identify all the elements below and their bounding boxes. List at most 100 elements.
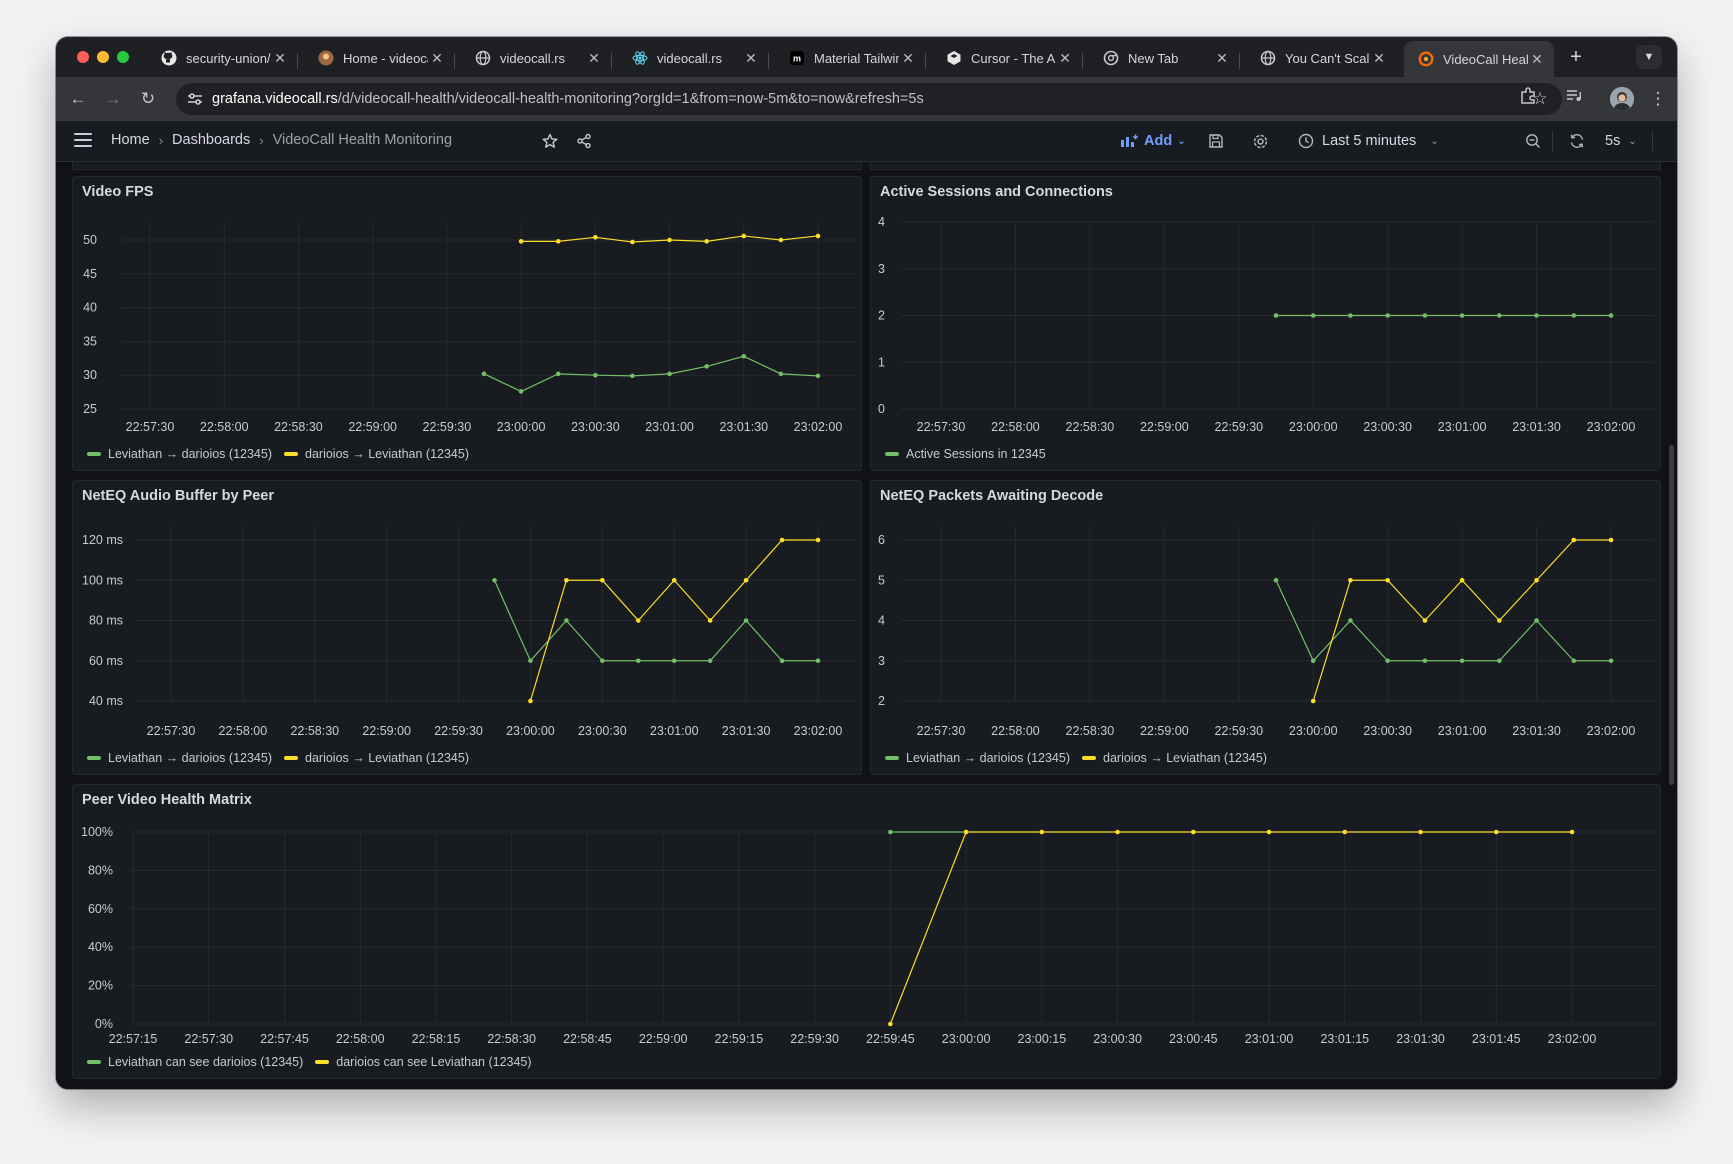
data-point-yellow[interactable] (707, 618, 713, 623)
data-point-yellow[interactable] (1534, 577, 1539, 583)
data-point-yellow[interactable] (635, 618, 641, 623)
data-point-green[interactable] (1571, 658, 1577, 664)
refresh-interval-picker[interactable]: 5s ⌄ (1605, 129, 1637, 153)
data-point-green[interactable] (492, 577, 497, 583)
tab-search-button[interactable]: ▼ (1636, 45, 1662, 69)
data-point-yellow[interactable] (704, 239, 709, 244)
data-point-yellow[interactable] (1569, 829, 1575, 835)
data-point-green[interactable] (667, 371, 672, 377)
data-point-green[interactable] (1348, 618, 1353, 623)
browser-tab[interactable]: videocall.rs ✕ (618, 43, 768, 73)
data-point-yellow[interactable] (671, 577, 677, 583)
data-point-green[interactable] (1385, 313, 1390, 318)
data-point-green[interactable] (1273, 577, 1279, 583)
browser-tab[interactable]: m Material Tailwin ✕ (775, 43, 925, 73)
data-point-green[interactable] (778, 371, 784, 377)
data-point-yellow[interactable] (630, 239, 635, 245)
breadcrumb-dashboards[interactable]: Dashboards (172, 132, 251, 148)
data-point-yellow[interactable] (743, 577, 749, 583)
data-point-yellow[interactable] (963, 829, 969, 835)
data-point-green[interactable] (1571, 313, 1577, 318)
legend-item-yellow[interactable]: darioios → Leviathan (12345) (284, 751, 469, 765)
legend-item-green[interactable]: Leviathan → darioios (12345) (87, 751, 272, 765)
new-tab-button[interactable]: + (1570, 46, 1582, 68)
data-point-yellow[interactable] (1266, 829, 1272, 835)
data-point-yellow[interactable] (1418, 829, 1423, 835)
netq-audio-buffer-panel[interactable]: NetEQ Audio Buffer by Peer 120 ms 100 ms 8… (72, 480, 862, 775)
data-point-green[interactable] (704, 364, 709, 369)
star-icon[interactable] (540, 131, 560, 151)
close-tab-icon[interactable]: ✕ (431, 49, 443, 66)
browser-tab[interactable]: New Tab ✕ (1089, 43, 1239, 73)
data-point-green[interactable] (741, 353, 747, 359)
data-point-green[interactable] (1534, 313, 1539, 318)
data-point-green[interactable] (815, 658, 821, 664)
data-point-green[interactable] (593, 372, 598, 378)
browser-menu-icon[interactable]: ⋮ (1649, 89, 1667, 108)
browser-tab[interactable]: Cursor - The AI ✕ (932, 43, 1082, 73)
data-point-green[interactable] (481, 371, 487, 377)
data-point-yellow[interactable] (779, 537, 785, 543)
data-point-yellow[interactable] (888, 1021, 893, 1027)
data-point-yellow[interactable] (1385, 577, 1390, 583)
data-point-green[interactable] (815, 373, 821, 379)
share-icon[interactable] (574, 131, 594, 151)
data-point-yellow[interactable] (1115, 829, 1120, 835)
legend-item-yellow[interactable]: darioios → Leviathan (12345) (1082, 751, 1267, 765)
close-tab-icon[interactable]: ✕ (745, 49, 757, 66)
data-point-green[interactable] (528, 658, 533, 664)
data-point-green[interactable] (1310, 658, 1316, 664)
extensions-icon[interactable] (1516, 86, 1540, 110)
data-point-green[interactable] (1459, 658, 1465, 664)
bookmark-star-icon[interactable]: ☆ (1532, 89, 1548, 108)
browser-tab-active[interactable]: VideoCall Healt ✕ (1404, 41, 1554, 77)
data-point-yellow[interactable] (593, 234, 598, 240)
media-controls-icon[interactable] (1562, 86, 1586, 110)
close-tab-icon[interactable]: ✕ (588, 49, 600, 66)
back-icon[interactable]: ← (69, 89, 87, 108)
data-point-green[interactable] (743, 618, 749, 623)
data-point-yellow[interactable] (1310, 698, 1316, 704)
data-point-yellow[interactable] (1571, 537, 1577, 543)
legend-item-green[interactable]: Leviathan → darioios (12345) (885, 751, 1070, 765)
data-point-yellow[interactable] (741, 233, 747, 239)
data-point-yellow[interactable] (564, 577, 569, 583)
data-point-green[interactable] (1422, 313, 1428, 318)
data-point-yellow[interactable] (1422, 618, 1428, 623)
legend-item-green[interactable]: Leviathan can see darioios (12345) (87, 1055, 303, 1069)
data-point-yellow[interactable] (600, 577, 605, 583)
address-bar[interactable]: grafana.videocall.rs/d/videocall-health/… (176, 83, 1562, 115)
dashboard-scrollbar[interactable] (1669, 445, 1674, 785)
reload-icon[interactable]: ↻ (140, 89, 156, 108)
data-point-green[interactable] (630, 373, 635, 379)
breadcrumb-home[interactable]: Home (111, 132, 150, 148)
data-point-yellow[interactable] (1039, 829, 1045, 835)
data-point-yellow[interactable] (778, 237, 784, 243)
data-point-green[interactable] (1608, 313, 1614, 318)
close-tab-icon[interactable]: ✕ (902, 49, 914, 66)
data-point-yellow[interactable] (1608, 537, 1614, 543)
settings-gear-icon[interactable] (1250, 131, 1270, 151)
data-point-green[interactable] (1534, 618, 1539, 623)
data-point-green[interactable] (564, 618, 569, 623)
browser-tab[interactable]: security-union/ ✕ (147, 43, 297, 73)
data-point-green[interactable] (1273, 313, 1279, 318)
close-tab-icon[interactable]: ✕ (274, 49, 286, 66)
data-point-green[interactable] (1459, 313, 1465, 318)
close-tab-icon[interactable]: ✕ (1059, 49, 1071, 66)
data-point-yellow[interactable] (1497, 618, 1502, 623)
site-settings-icon[interactable] (184, 89, 206, 109)
data-point-yellow[interactable] (555, 239, 561, 244)
close-tab-icon[interactable]: ✕ (1373, 49, 1385, 66)
data-point-green[interactable] (1348, 313, 1353, 318)
menu-icon[interactable] (74, 133, 92, 147)
data-point-green[interactable] (1497, 313, 1502, 318)
legend-item-yellow[interactable]: darioios can see Leviathan (12345) (315, 1055, 532, 1069)
data-point-green[interactable] (635, 658, 641, 664)
data-point-green[interactable] (600, 658, 605, 664)
peer-video-health-panel[interactable]: Peer Video Health Matrix 100% 80% 60% 40% 20… (72, 784, 1661, 1079)
data-point-green[interactable] (1608, 658, 1614, 664)
data-point-green[interactable] (888, 829, 893, 835)
url-text[interactable]: grafana.videocall.rs/d/videocall-health/… (212, 91, 924, 107)
data-point-yellow[interactable] (667, 237, 672, 243)
